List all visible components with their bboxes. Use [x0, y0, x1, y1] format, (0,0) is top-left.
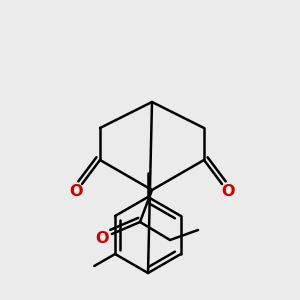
Text: O: O: [95, 231, 109, 246]
Text: O: O: [69, 184, 83, 200]
Text: O: O: [221, 184, 235, 200]
